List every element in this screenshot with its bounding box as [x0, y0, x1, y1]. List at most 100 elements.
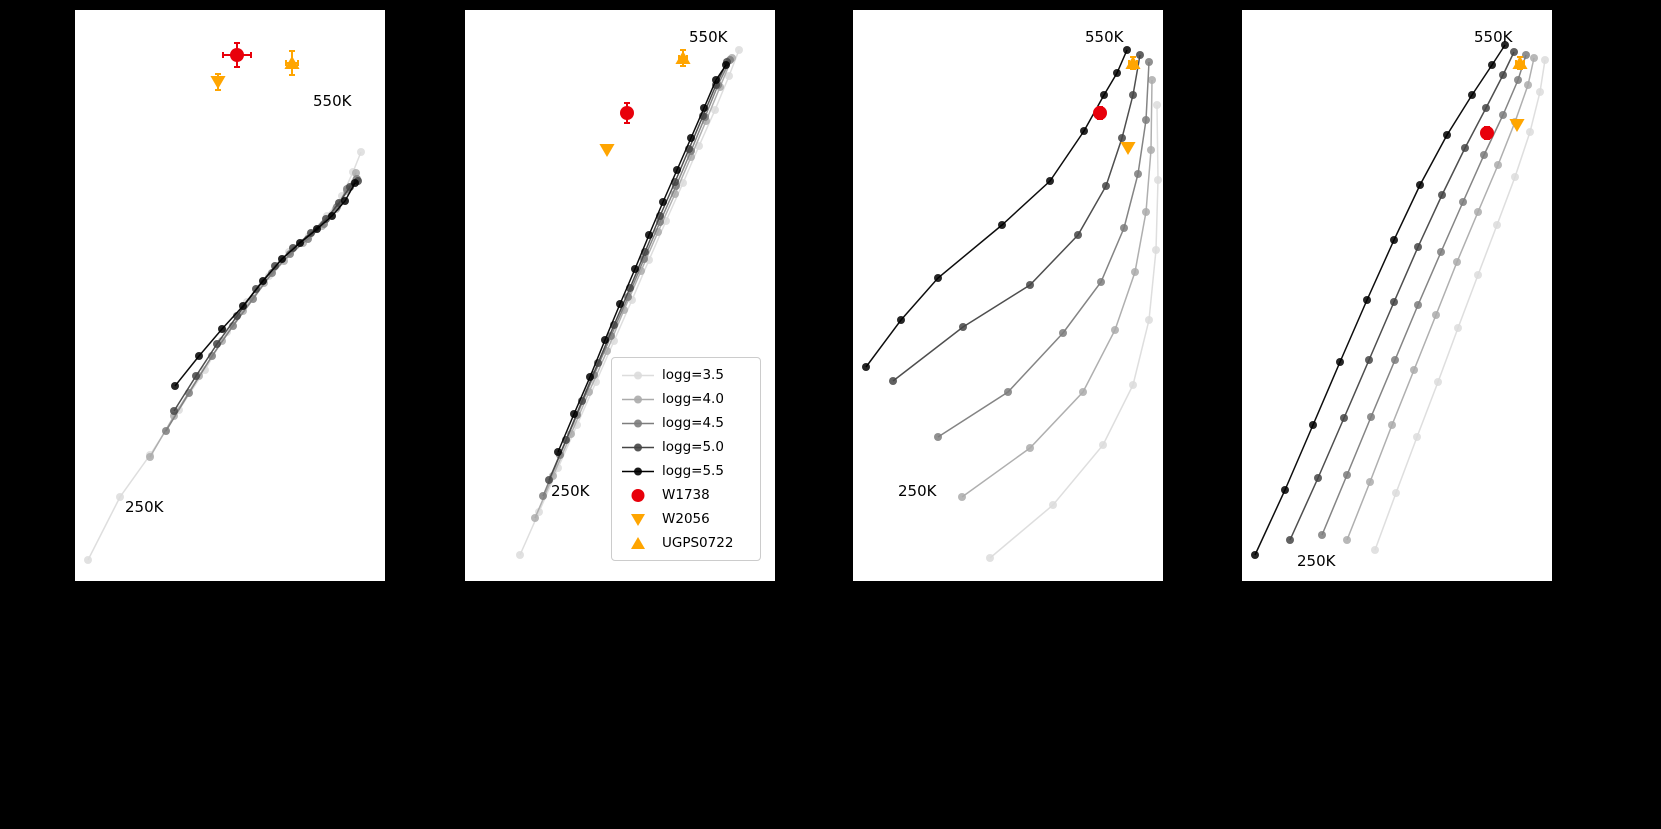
data-point-logg=5.0: [170, 407, 178, 415]
data-point-logg=3.5: [1454, 324, 1462, 332]
data-point-logg=3.5: [986, 554, 994, 562]
data-point-logg=5.0: [1286, 536, 1294, 544]
data-point-logg=3.5: [1434, 378, 1442, 386]
data-point-logg=5.5: [601, 336, 609, 344]
data-point-logg=3.5: [1493, 221, 1501, 229]
track-logg=4.5: [1321, 54, 1527, 536]
data-point-logg=5.5: [659, 198, 667, 206]
data-point-logg=5.0: [1438, 191, 1446, 199]
data-point-logg=4.5: [1499, 111, 1507, 119]
data-point-logg=5.5: [673, 166, 681, 174]
data-point-logg=5.5: [1363, 296, 1371, 304]
data-point-logg=5.0: [889, 377, 897, 385]
legend-item-logg=5.5: logg=5.5: [620, 459, 752, 483]
data-point-logg=5.0: [1129, 91, 1137, 99]
data-point-logg=4.5: [1391, 356, 1399, 364]
data-point-logg=4.5: [1120, 224, 1128, 232]
legend-label: logg=4.5: [662, 415, 724, 431]
data-point-logg=5.0: [1102, 182, 1110, 190]
temp-label-250k: 250K: [551, 482, 591, 500]
data-point-logg=4.5: [1459, 198, 1467, 206]
data-point-logg=5.0: [1390, 298, 1398, 306]
data-point-logg=4.5: [1059, 329, 1067, 337]
data-point-logg=5.5: [570, 410, 578, 418]
temp-label-550k: 550K: [313, 92, 353, 110]
legend-item-w1738: W1738: [620, 483, 752, 507]
temp-label-550k: 550K: [1085, 28, 1125, 46]
legend-item-logg=5.0: logg=5.0: [620, 435, 752, 459]
legend-label: W2056: [662, 511, 710, 527]
plot-panel-2-canvas: 550K 250K: [516, 28, 743, 559]
plot-panel-4-canvas: 550K 250K: [1251, 28, 1549, 570]
data-point-logg=5.0: [213, 340, 221, 348]
data-point-logg=5.5: [1416, 181, 1424, 189]
data-point-logg=5.0: [322, 215, 330, 223]
data-point-logg=4.0: [1530, 54, 1538, 62]
data-point-logg=5.5: [586, 373, 594, 381]
data-point-logg=5.5: [554, 448, 562, 456]
data-point-logg=4.0: [958, 493, 966, 501]
data-point-logg=4.0: [1131, 268, 1139, 276]
data-point-logg=5.0: [545, 476, 553, 484]
track-logg=3.5: [989, 104, 1159, 559]
legend-label: logg=4.0: [662, 391, 724, 407]
track-logg=5.0: [892, 54, 1141, 382]
data-point-logg=5.5: [171, 382, 179, 390]
data-point-logg=5.5: [278, 255, 286, 263]
data-point-logg=3.5: [711, 106, 719, 114]
data-point-logg=5.5: [1501, 41, 1509, 49]
data-point-logg=4.5: [1343, 471, 1351, 479]
marker-ugps0722: [1512, 56, 1528, 69]
legend-triangle-up-icon: [630, 536, 646, 549]
data-point-logg=3.5: [357, 148, 365, 156]
data-point-logg=3.5: [1526, 128, 1534, 136]
data-point-logg=5.0: [1136, 51, 1144, 59]
data-point-logg=4.0: [1343, 536, 1351, 544]
data-point-logg=5.5: [998, 221, 1006, 229]
legend-label: UGPS0722: [662, 535, 734, 551]
data-point-logg=5.5: [616, 300, 624, 308]
data-point-logg=5.0: [1510, 48, 1518, 56]
marker-w2056: [599, 144, 615, 157]
temp-label-250k: 250K: [898, 482, 938, 500]
marker-w2056: [210, 76, 226, 89]
data-point-logg=5.0: [1499, 71, 1507, 79]
data-point-logg=5.5: [645, 231, 653, 239]
data-point-logg=4.5: [934, 433, 942, 441]
legend-item-logg=3.5: logg=3.5: [620, 363, 752, 387]
data-point-logg=5.0: [1461, 144, 1469, 152]
track-logg=5.5: [1254, 44, 1506, 556]
data-point-logg=3.5: [1145, 316, 1153, 324]
legend-line-icon: [622, 443, 654, 451]
marker-w2056: [1509, 119, 1525, 132]
data-point-logg=4.0: [1453, 258, 1461, 266]
data-point-logg=4.0: [1410, 366, 1418, 374]
marker-ugps0722: [675, 51, 691, 64]
track-logg=3.5: [1374, 59, 1546, 551]
legend-marker: [630, 536, 646, 549]
data-point-logg=4.5: [1097, 278, 1105, 286]
data-point-logg=5.5: [1443, 131, 1451, 139]
data-point-logg=4.5: [1437, 248, 1445, 256]
legend-triangle-down-icon: [630, 513, 646, 526]
data-point-logg=5.5: [700, 104, 708, 112]
legend-item-logg=4.5: logg=4.5: [620, 411, 752, 435]
marker-w1738: [1480, 126, 1494, 140]
data-point-logg=5.5: [259, 277, 267, 285]
temp-label-550k: 550K: [1474, 28, 1514, 46]
data-point-logg=5.0: [1414, 243, 1422, 251]
plot-panel-1: 550K 250K: [75, 10, 385, 581]
data-point-logg=3.5: [201, 366, 209, 374]
data-point-logg=4.0: [1474, 208, 1482, 216]
data-point-logg=4.5: [1514, 76, 1522, 84]
data-point-logg=5.5: [687, 134, 695, 142]
data-point-logg=5.5: [313, 225, 321, 233]
data-point-logg=5.0: [192, 372, 200, 380]
track-logg=4.5: [937, 61, 1150, 438]
data-point-logg=4.0: [1148, 76, 1156, 84]
data-point-logg=5.0: [1340, 414, 1348, 422]
track-logg=4.0: [1346, 57, 1535, 541]
plot-panel-4: 550K 250K: [1242, 10, 1552, 581]
data-point-logg=5.0: [1314, 474, 1322, 482]
data-point-logg=5.5: [1336, 358, 1344, 366]
